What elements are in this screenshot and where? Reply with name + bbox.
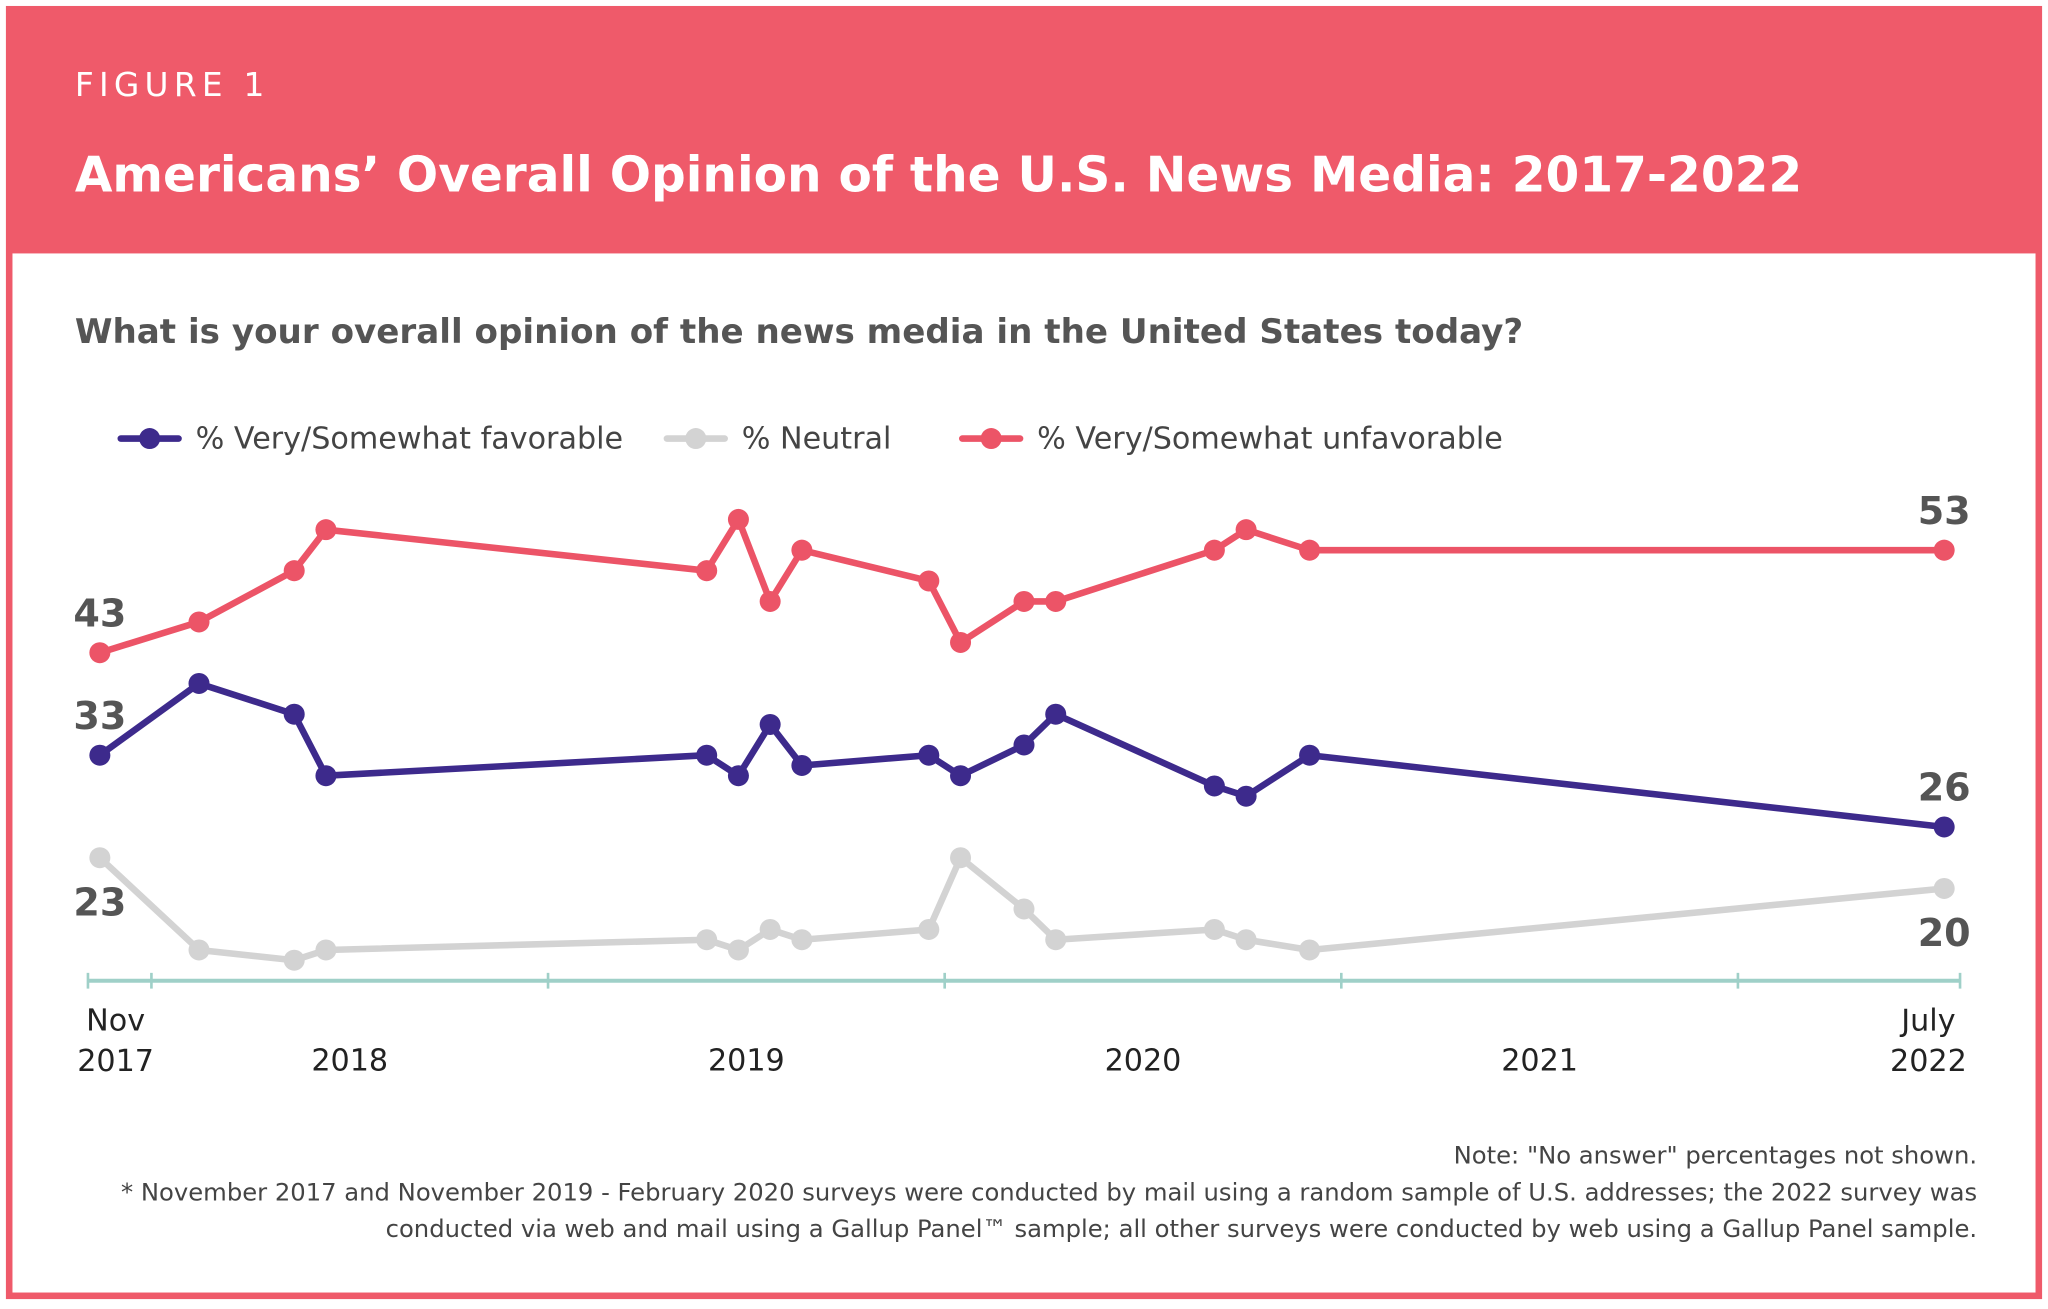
- legend-label: % Very/Somewhat favorable: [196, 421, 623, 456]
- data-point: [759, 590, 781, 612]
- data-label: 23: [73, 880, 126, 924]
- data-point: [89, 847, 111, 869]
- data-point: [918, 744, 940, 766]
- data-point: [1933, 877, 1955, 899]
- note: conducted via web and mail using a Gallu…: [386, 1214, 1977, 1243]
- data-point: [283, 949, 305, 971]
- notes: Note: "No answer" percentages not shown.…: [121, 1141, 1977, 1244]
- data-point: [727, 508, 749, 530]
- x-tick-label: 2018: [311, 1044, 388, 1079]
- x-tick-label: Nov 2017: [77, 1003, 154, 1079]
- data-point: [315, 765, 337, 787]
- data-point: [727, 765, 749, 787]
- data-label: 43: [73, 591, 126, 635]
- data-point: [1933, 816, 1955, 838]
- data-point: [950, 847, 972, 869]
- data-point: [188, 611, 210, 633]
- data-point: [283, 703, 305, 725]
- legend-marker: [139, 428, 161, 450]
- data-point: [918, 918, 940, 940]
- series-line: [97, 680, 1945, 831]
- data-point: [1299, 939, 1321, 961]
- data-point: [1235, 929, 1257, 951]
- data-point: [950, 765, 972, 787]
- data-point: [188, 939, 210, 961]
- data-point: [1203, 539, 1225, 561]
- data-point: [791, 754, 813, 776]
- note: Note: "No answer" percentages not shown.: [1454, 1141, 1977, 1170]
- data-point: [1235, 519, 1257, 541]
- figure-label: FIGURE 1: [75, 66, 270, 104]
- data-label: 26: [1918, 766, 1971, 810]
- x-tick-label: 2019: [708, 1044, 785, 1079]
- x-tick-label: July 2022: [1890, 1003, 1967, 1079]
- chart-title: Americans’ Overall Opinion of the U.S. N…: [75, 148, 1802, 204]
- data-point: [1203, 918, 1225, 940]
- data-point: [1013, 590, 1035, 612]
- legend-label: % Very/Somewhat unfavorable: [1037, 421, 1503, 456]
- data-point: [1299, 539, 1321, 561]
- data-point: [759, 713, 781, 735]
- data-point: [727, 939, 749, 961]
- data-point: [188, 672, 210, 694]
- data-point: [1013, 734, 1035, 756]
- data-point: [1045, 590, 1067, 612]
- data-point: [1299, 744, 1321, 766]
- data-point: [918, 570, 940, 592]
- series-line: [98, 516, 1945, 656]
- data-point: [1013, 898, 1035, 920]
- data-point: [791, 539, 813, 561]
- data-point: [1203, 775, 1225, 797]
- data-point: [791, 929, 813, 951]
- data-point: [1045, 929, 1067, 951]
- data-label: 20: [1918, 911, 1971, 955]
- data-point: [89, 642, 111, 664]
- legend-marker: [980, 428, 1002, 450]
- data-label: 33: [73, 694, 126, 738]
- data-point: [283, 560, 305, 582]
- x-tick-label: 2021: [1501, 1044, 1578, 1079]
- x-tick-label: 2020: [1105, 1044, 1182, 1079]
- data-point: [1045, 703, 1067, 725]
- data-label: 53: [1918, 489, 1971, 533]
- data-point: [696, 560, 718, 582]
- data-point: [759, 918, 781, 940]
- data-point: [1235, 785, 1257, 807]
- data-point: [89, 744, 111, 766]
- legend-label: % Neutral: [742, 421, 892, 456]
- series-line: [97, 854, 1945, 964]
- data-point: [696, 744, 718, 766]
- data-point: [696, 929, 718, 951]
- data-point: [315, 519, 337, 541]
- header: [6, 6, 2042, 254]
- data-point: [950, 631, 972, 653]
- legend-marker: [685, 428, 707, 450]
- note: * November 2017 and November 2019 - Febr…: [121, 1177, 1977, 1206]
- subtitle: What is your overall opinion of the news…: [75, 312, 1523, 352]
- data-point: [315, 939, 337, 961]
- data-point: [1933, 539, 1955, 561]
